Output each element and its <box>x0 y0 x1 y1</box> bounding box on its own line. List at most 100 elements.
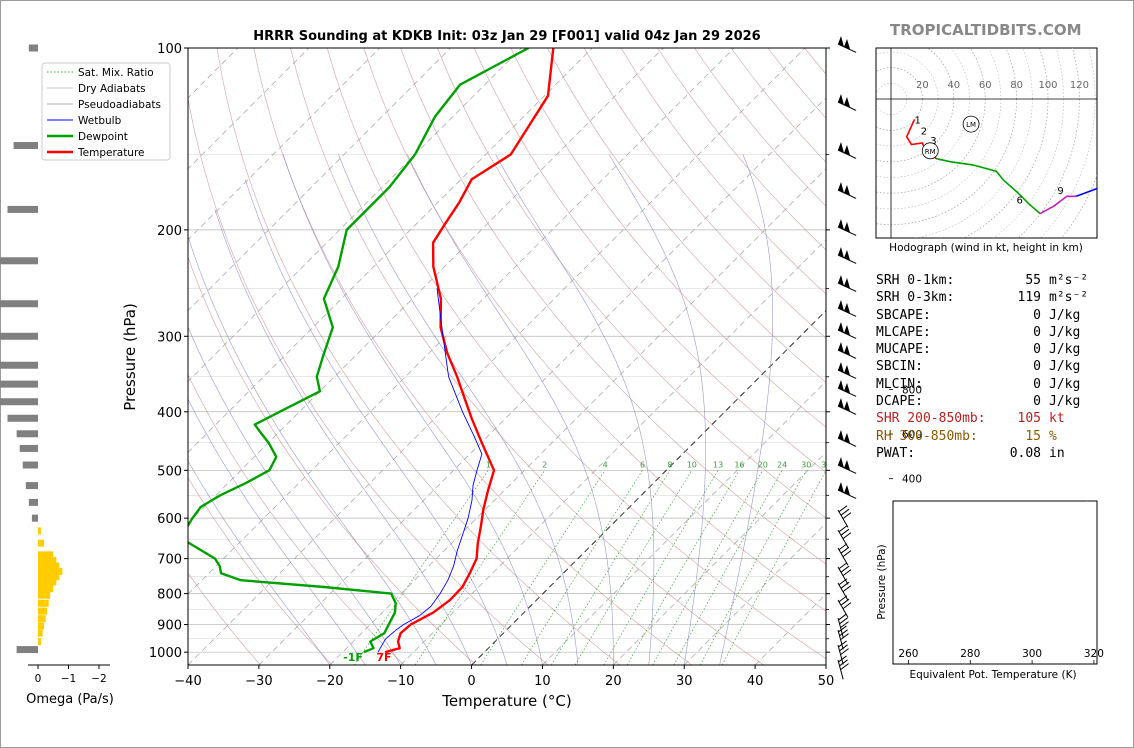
isotherm <box>188 48 806 665</box>
wind-barb-flag <box>844 345 850 355</box>
wind-barb <box>837 640 849 665</box>
wind-barb-flag <box>838 275 844 286</box>
mixing-ratio-line <box>699 470 807 665</box>
wind-barb-flag <box>844 485 850 495</box>
omega-panel: 0 −1 −2 <box>0 44 110 685</box>
wind-barb-flag <box>838 482 844 493</box>
y-tick-label: 600 <box>157 512 182 527</box>
hodograph-height-label: 2 <box>921 126 927 137</box>
hodograph-ring-label: 120 <box>1070 80 1089 91</box>
omega-bar <box>38 539 45 547</box>
x-axis-label: Temperature (°C) <box>441 692 571 710</box>
index-value: 0 <box>1033 394 1041 410</box>
index-label: SHR 200-850mb: <box>876 411 986 427</box>
index-value: 0 <box>1033 307 1041 323</box>
index-label: DCAPE: <box>876 394 923 410</box>
legend-entry: Dewpoint <box>78 131 128 143</box>
omega-bar <box>38 567 63 575</box>
wind-barb-feather <box>839 629 848 637</box>
wind-barb-feather <box>838 543 848 551</box>
legend-entry: Temperature <box>77 147 145 159</box>
index-row: SBCIN: 0 J/kg <box>876 358 1080 375</box>
omega-bar <box>38 527 42 535</box>
omega-bar <box>38 629 43 637</box>
hodograph-trace <box>936 157 1041 215</box>
mixing-ratio-label: 10 <box>687 460 697 469</box>
index-unit: J/kg <box>1049 376 1081 392</box>
index-value: 119 <box>1017 290 1041 306</box>
wind-barb <box>837 182 857 199</box>
indices-panel: SRH 0-1km: 55 m²s⁻² SRH 0-3km: 119 m²s⁻² SBCAP… <box>876 272 1088 462</box>
wind-barb <box>837 625 849 650</box>
wind-barb-flag <box>838 182 844 193</box>
wind-barb-flag <box>838 380 844 391</box>
mixing-ratio-label: 16 <box>734 460 744 469</box>
omega-bar <box>28 498 38 506</box>
omega-bar <box>38 622 45 630</box>
wind-barb-flag <box>844 278 850 288</box>
omega-tick-label: −1 <box>61 673 76 685</box>
pseudoadiabat <box>214 209 472 665</box>
wind-barbs <box>837 36 857 680</box>
omega-axis-label: Omega (Pa/s) <box>26 692 114 707</box>
pseudoadiabat <box>188 236 437 665</box>
hodograph-panel: 20 40 60 80 100 120 123 6 9 LM RM <box>875 47 1098 239</box>
theta-e-y-label: Pressure (hPa) <box>876 544 888 619</box>
hodograph-height-label: 9 <box>1057 186 1063 197</box>
index-label: SRH 0-3km: <box>876 290 955 306</box>
index-row: SHR 200-850mb: 105 kt <box>876 410 1076 427</box>
wind-barb <box>837 505 852 528</box>
wind-barb-flag <box>838 362 844 373</box>
dry-adiabat <box>547 48 826 383</box>
isotherm <box>329 168 826 665</box>
wind-barb-flag <box>844 39 850 49</box>
index-value: 0.08 <box>1009 445 1041 461</box>
hodograph-ring-label: 20 <box>916 80 929 91</box>
mixing-ratio-label: 30 <box>801 460 811 469</box>
site-brand: TROPICALTIDBITS.COM <box>890 21 1082 39</box>
isotherm <box>683 522 826 665</box>
omega-bar <box>25 482 38 490</box>
mixing-ratio-line <box>721 470 826 665</box>
omega-bar <box>13 141 39 149</box>
pseudoadiabat <box>282 154 543 665</box>
dry-adiabat <box>188 256 477 665</box>
index-value: 0 <box>1033 359 1041 375</box>
wetbulb-profile <box>377 288 483 653</box>
wind-barb <box>837 457 857 474</box>
wind-barb <box>837 655 849 680</box>
omega-bar <box>19 444 38 452</box>
wind-barb <box>837 94 857 111</box>
omega-bar <box>0 380 38 388</box>
mixing-ratio-label: 20 <box>758 460 768 469</box>
mixing-ratio-label: 4 <box>603 460 608 469</box>
index-unit: J/kg <box>1049 394 1081 410</box>
index-unit: m²s⁻² <box>1049 273 1089 288</box>
omega-bar <box>38 585 54 593</box>
omega-bar <box>0 332 38 340</box>
index-row: PWAT: 0.08 in <box>876 445 1076 462</box>
index-row: MUCAPE: 0 J/kg <box>876 341 1080 358</box>
legend: Sat. Mix. Ratio Dry Adiabats Pseudoadiabat… <box>41 62 171 161</box>
hodograph-ring-label: 100 <box>1038 80 1057 91</box>
storm-motion-marker <box>921 142 939 160</box>
dry-adiabat <box>363 48 826 612</box>
x-tick-label: 50 <box>818 674 835 689</box>
y-tick-label: 900 <box>157 619 182 634</box>
mixing-ratio-line <box>574 470 693 665</box>
legend-entry: Sat. Mix. Ratio <box>78 67 154 79</box>
legend-box <box>41 62 171 161</box>
wind-barb <box>837 219 857 236</box>
wind-barb-feather <box>838 625 847 633</box>
wind-barb-staff <box>837 629 844 650</box>
theta-e-x-tick-label: 280 <box>960 648 980 660</box>
wind-barb-flag <box>844 460 850 470</box>
index-unit: J/kg <box>1049 307 1081 323</box>
index-label: MUCAPE: <box>876 342 931 358</box>
mixing-ratio-line <box>414 470 545 665</box>
pseudoadiabat <box>188 460 331 665</box>
wind-barb-flag <box>844 433 850 443</box>
wind-barb <box>837 578 852 601</box>
omega-bar <box>0 300 38 308</box>
